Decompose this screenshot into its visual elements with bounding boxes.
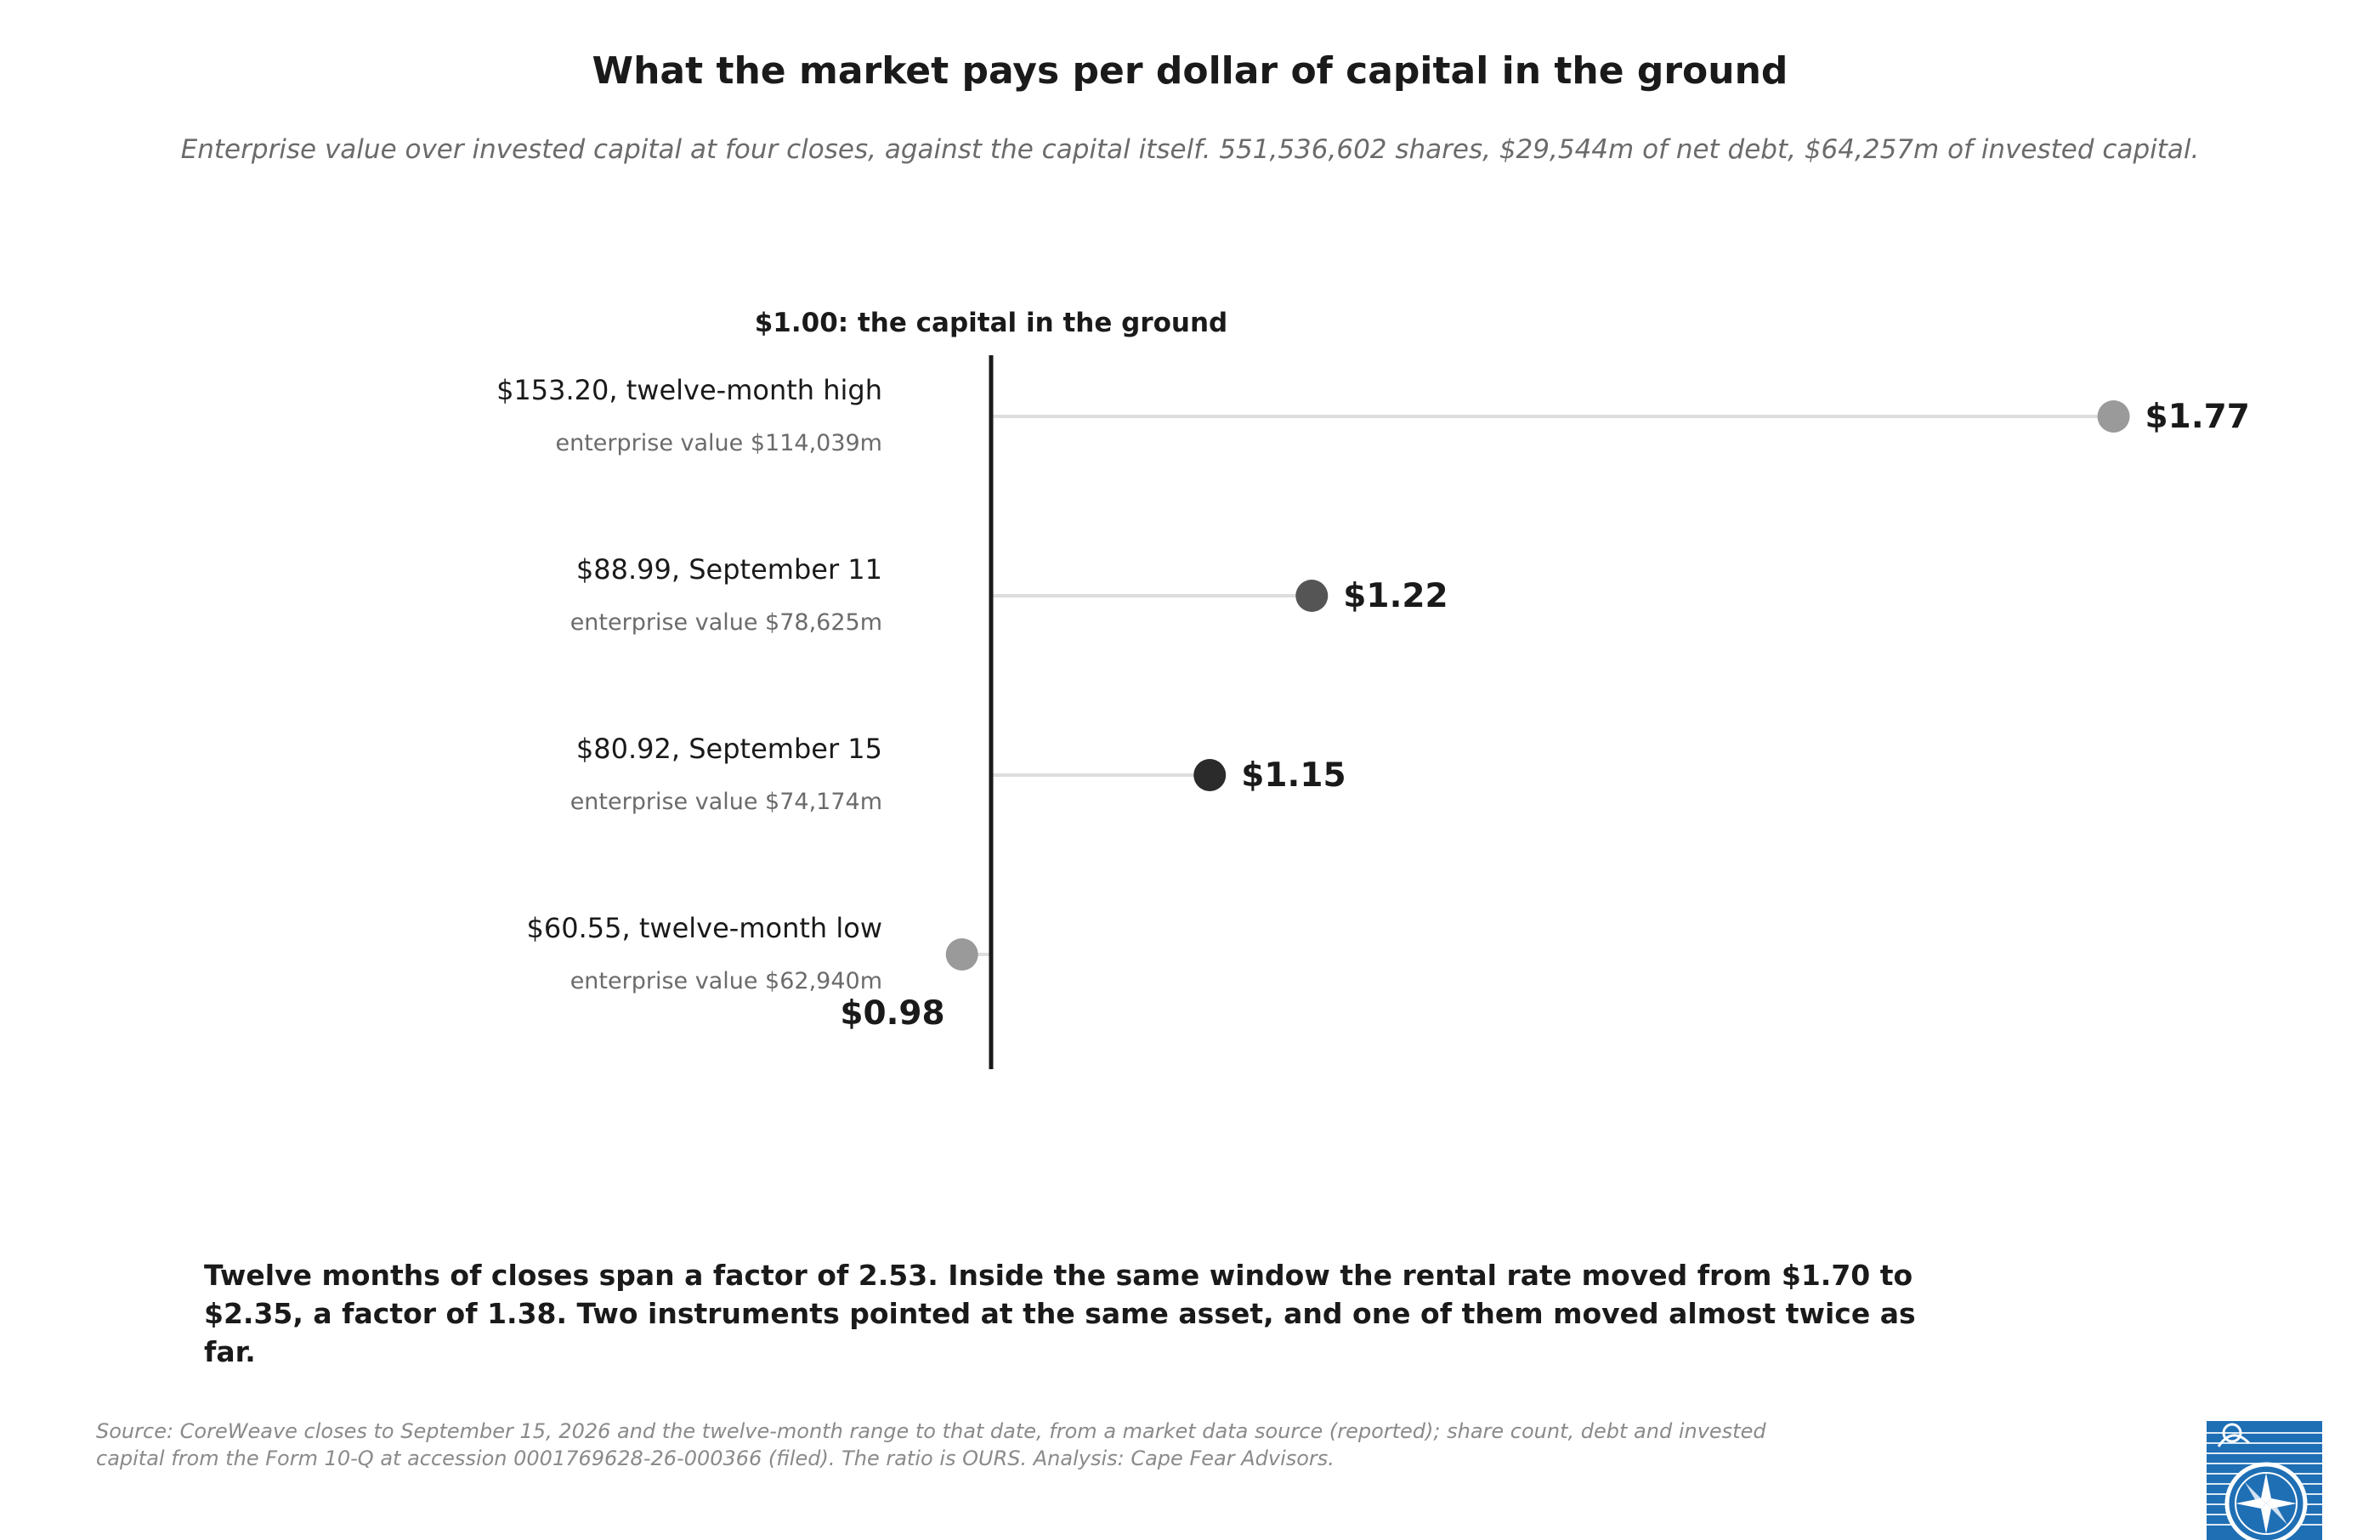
takeaway-text: Twelve months of closes span a factor of… <box>204 1259 1916 1368</box>
data-point <box>945 938 978 971</box>
data-value-label: $1.15 <box>1241 756 1346 795</box>
data-point <box>2097 400 2130 433</box>
row-label: $80.92, September 15 <box>576 733 882 765</box>
source-note: Source: CoreWeave closes to September 15… <box>96 1419 1766 1470</box>
data-value-label: $1.22 <box>1343 577 1448 615</box>
row-sublabel: enterprise value $74,174m <box>570 789 882 815</box>
reference-label: $1.00: the capital in the ground <box>755 308 1228 338</box>
data-point <box>1295 580 1329 612</box>
data-point <box>1193 759 1227 791</box>
dot-chart: $1.00: the capital in the ground $153.20… <box>496 308 2250 1069</box>
row-label: $60.55, twelve-month low <box>527 912 882 944</box>
chart-title: What the market pays per dollar of capit… <box>592 49 1788 93</box>
chart-subtitle: Enterprise value over invested capital a… <box>180 134 2200 165</box>
data-value-label: $0.98 <box>840 994 944 1033</box>
row-label: $153.20, twelve-month high <box>496 374 882 406</box>
row-sublabel: enterprise value $78,625m <box>570 609 882 636</box>
data-value-label: $1.77 <box>2145 398 2250 436</box>
compass-rose-logo-icon <box>2207 1421 2322 1540</box>
row-sublabel: enterprise value $62,940m <box>570 968 882 994</box>
row-sublabel: enterprise value $114,039m <box>556 430 883 456</box>
row-label: $88.99, September 11 <box>576 553 882 586</box>
